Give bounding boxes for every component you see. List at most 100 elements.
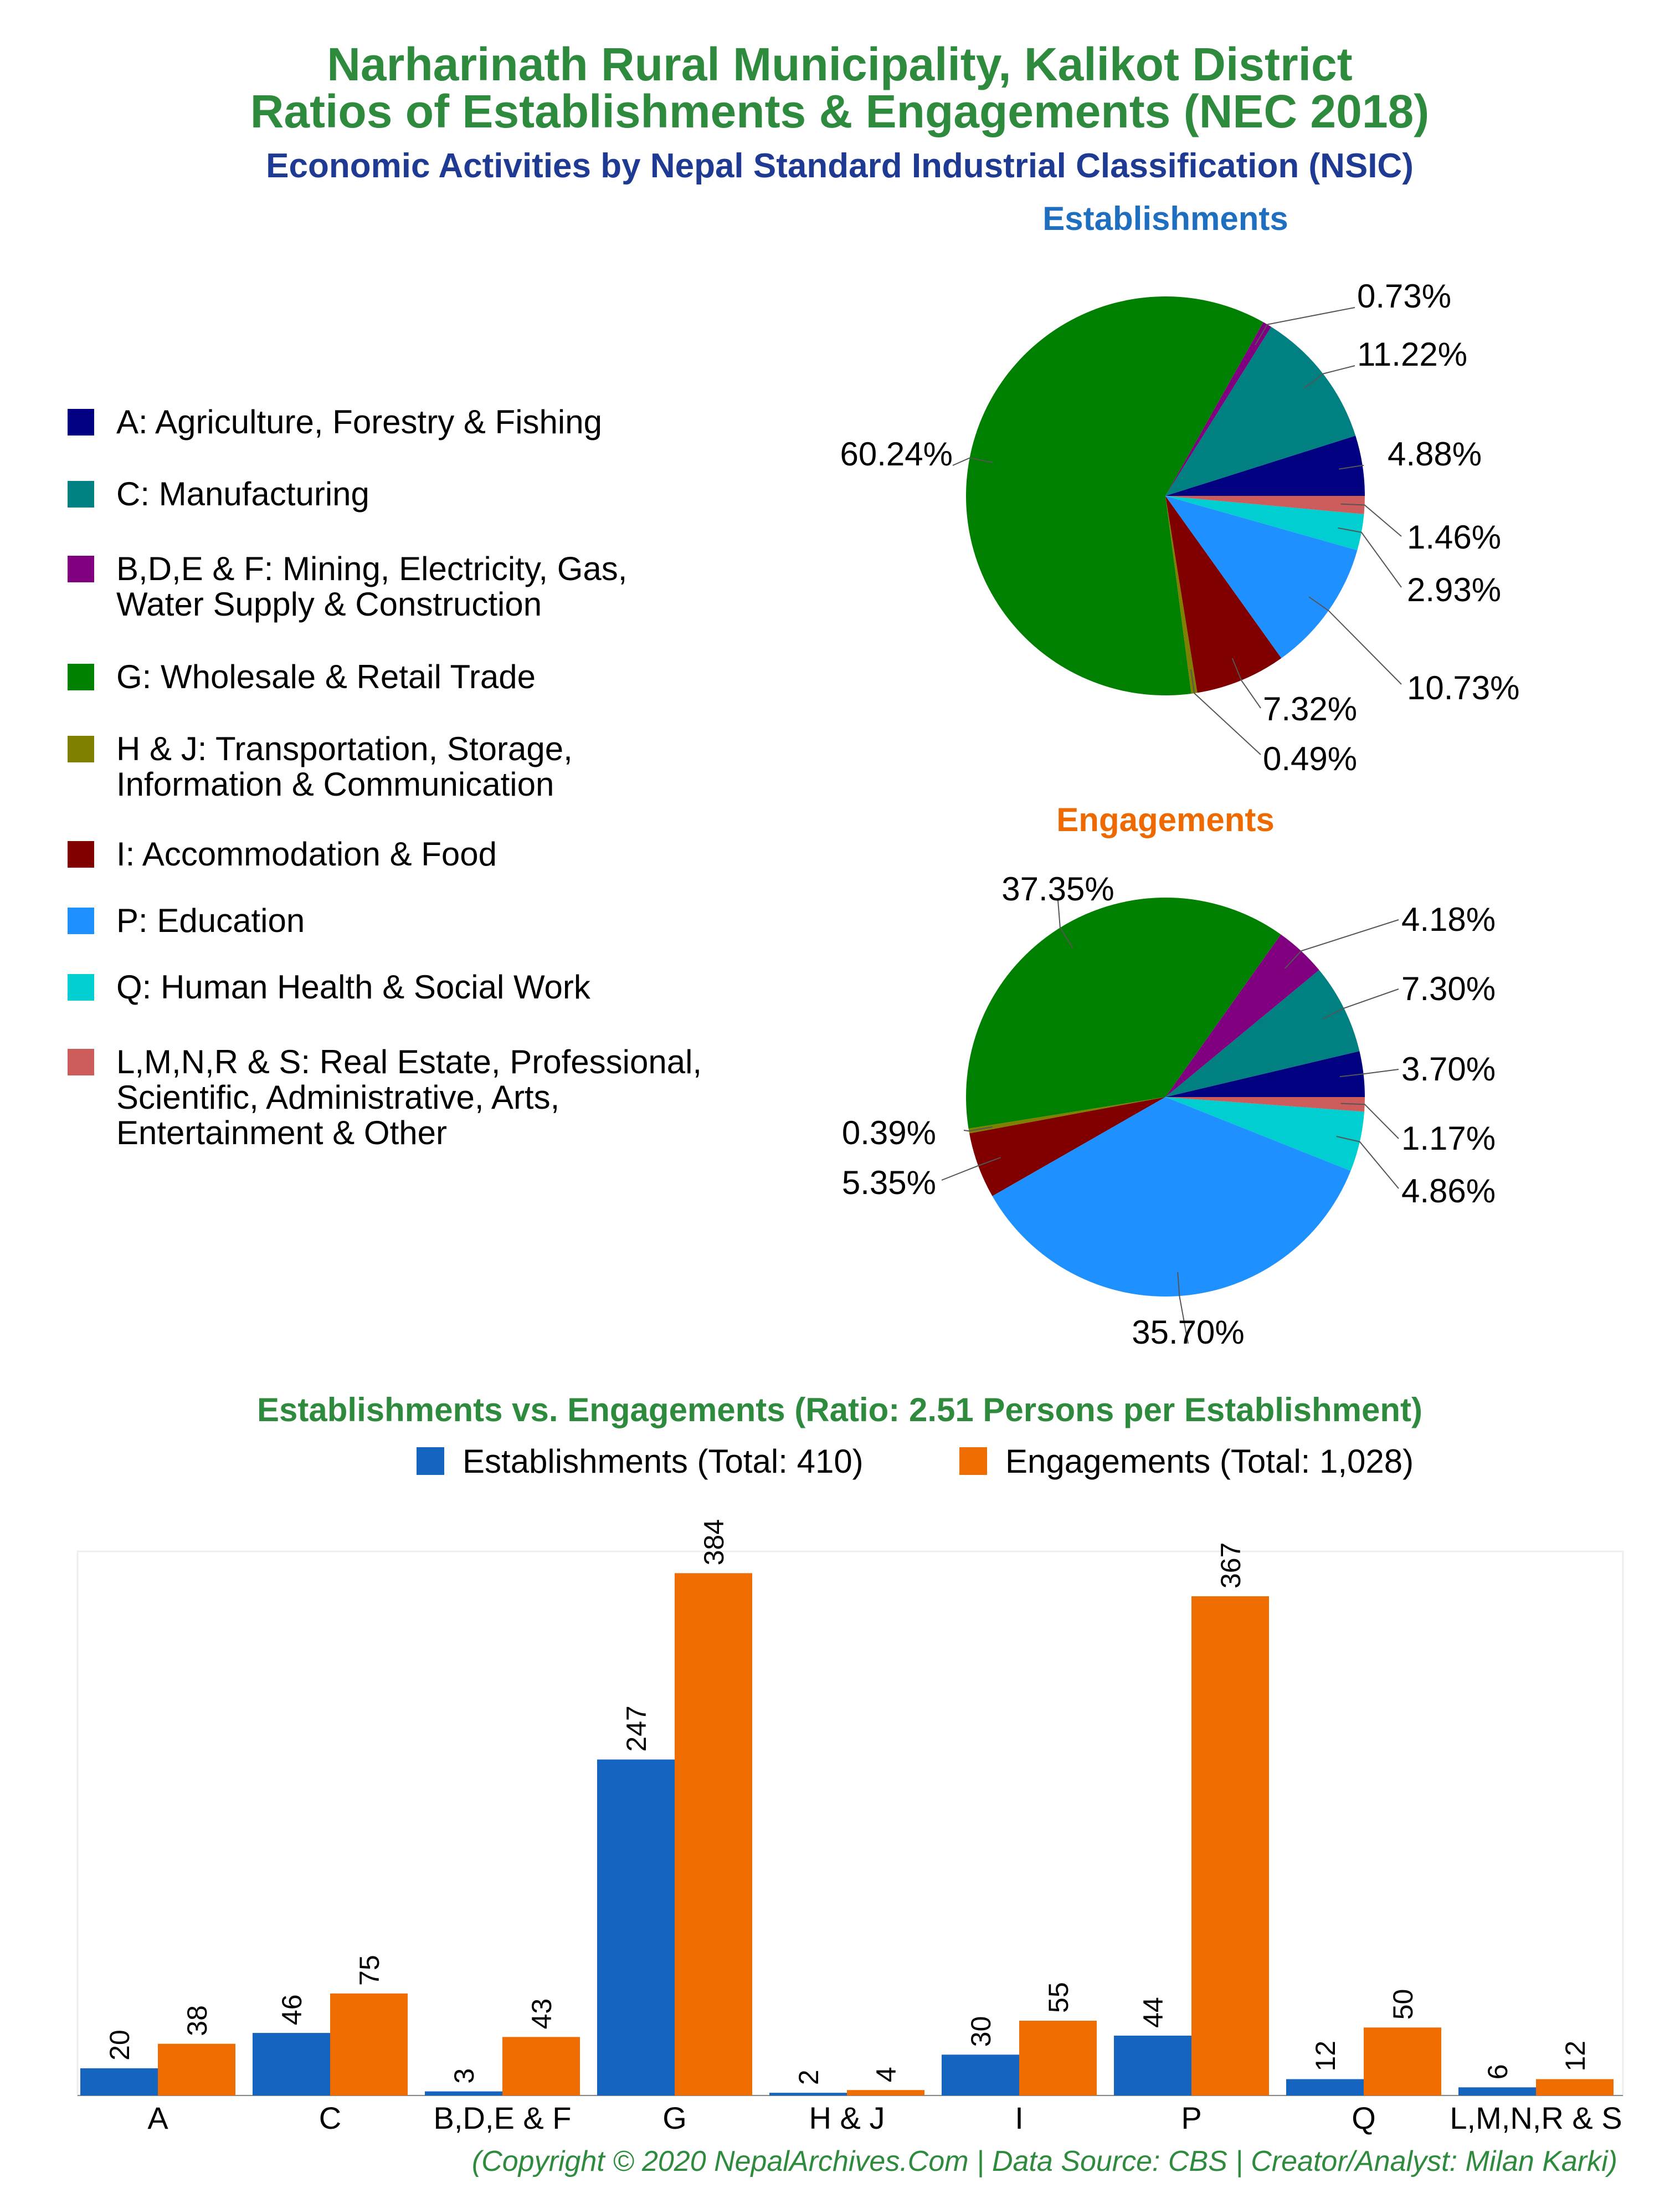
legend-swatch [68,841,94,868]
pie-percent-label: 1.46% [1407,519,1501,556]
x-tick-label: L,M,N,R & S [1450,2100,1622,2135]
pie-slice-c [1165,970,1360,1097]
pie-leader-line [1308,596,1402,685]
pie-percent-label: 5.35% [842,1164,936,1201]
legend-swatch [68,481,94,508]
x-tick-label: Q [1352,2100,1376,2135]
pie-leader-line [1303,365,1355,389]
bar-legend-label-engagements: Engagements (Total: 1,028) [1005,1443,1414,1480]
pie-slice-q [1165,1097,1365,1171]
page-title-line1: Narharinath Rural Municipality, Kalikot … [327,38,1352,90]
legend-label: C: Manufacturing [116,475,369,513]
bar-establishments [253,2033,330,2095]
x-tick-label: B,D,E & F [434,2100,572,2135]
legend-label: H & J: Transportation, Storage, [116,730,573,767]
bar-establishments [1286,2079,1364,2095]
bar-value-label: 2 [793,2069,824,2085]
x-tick-label: C [319,2100,341,2135]
pie-percent-label: 60.24% [840,435,953,473]
bar-value-label: 3 [449,2068,480,2084]
pie-leader-line [1255,307,1355,346]
pie-percent-label: 11.22% [1357,336,1467,373]
pie-slice-p [992,1097,1351,1297]
bar-legend-swatch-establishments [417,1447,444,1475]
bar-engagements [847,2090,924,2095]
bar-establishments [769,2093,847,2095]
pie-slice-i [969,1097,1165,1196]
bar-value-label: 247 [621,1705,652,1751]
bar-value-label: 50 [1388,1989,1419,2020]
pie-leader-line [1338,527,1402,588]
pie-slice-a [1165,435,1365,496]
pie-percent-label: 0.39% [842,1114,936,1151]
pie-slice-hj [968,1097,1165,1134]
pie-slice-q [1165,496,1364,551]
pie-leader-line [1340,503,1402,537]
legend-label: B,D,E & F: Mining, Electricity, Gas, [116,550,627,587]
x-tick-label: A [147,2100,168,2135]
legend-swatch [68,664,94,690]
bar-establishments [80,2068,158,2095]
footer-credit: (Copyright © 2020 NepalArchives.Com | Da… [472,2145,1617,2177]
pie-leader-line [1177,1272,1189,1344]
legend-label: L,M,N,R & S: Real Estate, Professional, [116,1043,702,1080]
pie-slice-g [966,897,1281,1129]
bar-engagements [502,2037,580,2095]
pie-percent-label: 10.73% [1407,669,1520,706]
pie-leader-line [1231,658,1261,709]
pie-slice-c [1165,326,1356,496]
bar-legend-swatch-engagements [959,1447,987,1475]
bar-establishments [942,2054,1019,2095]
bar-value-label: 43 [526,1999,557,2030]
bar-engagements [158,2043,235,2095]
x-tick-label: I [1015,2100,1024,2135]
x-tick-label: P [1181,2100,1201,2135]
pie-slice-i [1165,496,1282,693]
pie-leader-line [1339,1069,1399,1078]
bar-chart: 20 38 A 46 75 C 3 43 B,D,E & F 247 384 G 2 4 H & J 30 55… [78,1519,1623,2135]
bar-value-label: 30 [965,2016,996,2047]
pie-leader-line [941,1157,1001,1181]
pie-percent-label: 7.30% [1401,970,1496,1007]
bar-engagements [330,1993,408,2095]
legend-swatch [68,1049,94,1075]
pie-leader-line [1338,465,1364,470]
bar-establishments [1458,2087,1536,2095]
category-legend: A: Agriculture, Forestry & Fishing C: Man… [68,403,702,1151]
pie-slice-g [966,296,1263,695]
legend-swatch [68,974,94,1001]
bar-value-label: 44 [1138,1997,1169,2028]
bar-engagements [1191,1596,1269,2095]
bar-engagements [1536,2079,1614,2095]
legend-label: P: Education [116,902,305,939]
pie-percent-label: 1.17% [1401,1120,1496,1157]
pie-slice-p [1165,496,1358,658]
bar-value-label: 4 [871,2067,902,2082]
pie-leader-line [1284,919,1399,969]
bar-engagements [675,1573,752,2095]
bar-value-label: 75 [354,1955,385,1986]
engagements-pie: 3.70% 7.30% 4.18% 37.35% 0.39% 5.35% 35.70% 4.8… [842,870,1496,1351]
pie-slice-lmnrs [1165,1097,1365,1112]
legend-swatch [68,556,94,582]
legend-label: Information & Communication [116,766,554,803]
pie-percent-label: 0.73% [1357,278,1451,315]
bar-engagements [1019,2021,1097,2095]
page-subtitle: Economic Activities by Nepal Standard In… [266,147,1414,185]
pie-percent-label: 4.88% [1388,435,1482,473]
bar-value-label: 367 [1215,1543,1246,1589]
pie-percent-label: 4.86% [1401,1172,1496,1210]
bar-legend-label-establishments: Establishments (Total: 410) [463,1443,864,1480]
page-title-line2: Ratios of Establishments & Engagements (… [250,85,1430,137]
engagements-pie-title: Engagements [1056,801,1274,838]
x-tick-label: H & J [809,2100,885,2135]
pie-slice-hj [1165,496,1198,694]
establishments-pie: 4.88% 11.22% 0.73% 60.24% 0.49% 7.32% 10.73% 2.… [840,278,1520,777]
bar-chart-title: Establishments vs. Engagements (Ratio: 2… [257,1391,1422,1428]
bar-value-label: 46 [276,1994,307,2025]
bar-value-label: 12 [1560,2041,1591,2072]
bar-value-label: 55 [1043,1982,1074,2013]
pie-percent-label: 7.32% [1263,690,1357,727]
bar-establishments [1114,2036,1191,2095]
